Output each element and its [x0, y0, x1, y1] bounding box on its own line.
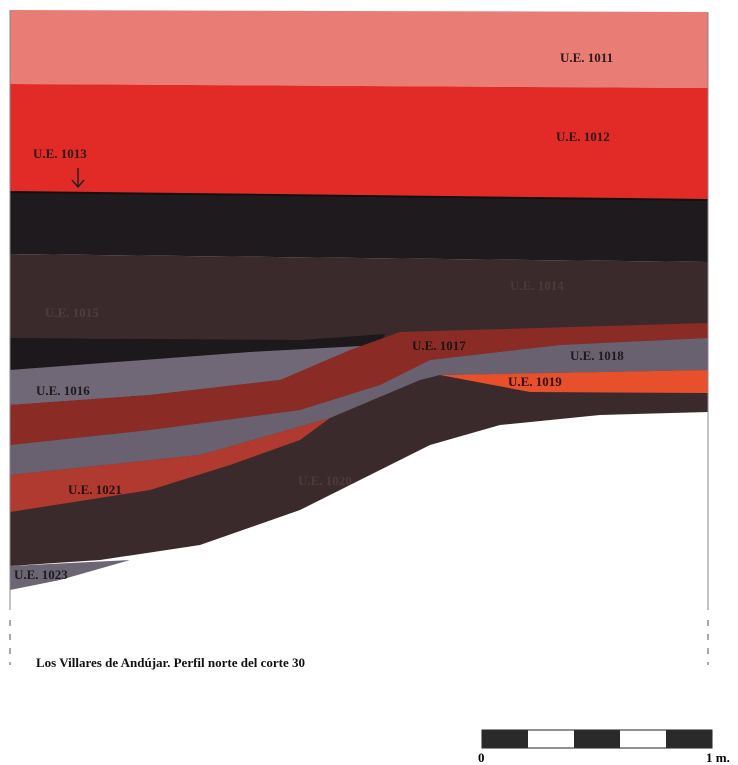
- scale-segment: [666, 730, 712, 748]
- layer-label: U.E. 1014: [510, 278, 564, 293]
- layer-1017: [10, 323, 708, 445]
- layer-1019: [440, 370, 708, 393]
- layer-label: U.E. 1012: [556, 129, 610, 144]
- caption: Los Villares de Andújar. Perfil norte de…: [36, 655, 305, 670]
- layer-label: U.E. 1017: [412, 338, 466, 353]
- scale-segment: [574, 730, 620, 748]
- layer-label: U.E. 1021: [68, 482, 122, 497]
- layer-1012: [10, 84, 708, 200]
- scale-label: 1 m.: [706, 750, 730, 765]
- layer-1014-black: [10, 192, 708, 262]
- layer-label: U.E. 1011: [560, 50, 613, 65]
- layer-label: U.E. 1013: [33, 146, 87, 161]
- layer-1015: [10, 334, 385, 370]
- scale-bar: 0 1 m.: [478, 729, 730, 765]
- layers: [9, 10, 709, 665]
- layer-label: U.E. 1020: [298, 473, 352, 488]
- scale-segment: [482, 730, 528, 748]
- labels: U.E. 1011 U.E. 1012 U.E. 1013 U.E. 1014 …: [14, 50, 624, 582]
- scale-label: 0: [478, 750, 485, 765]
- layer-1011: [10, 10, 708, 88]
- layer-label: U.E. 1015: [45, 305, 99, 320]
- layer-label: U.E. 1018: [570, 348, 624, 363]
- layer-1021: [10, 418, 330, 512]
- layer-label: U.E. 1016: [36, 383, 90, 398]
- layer-1016: [10, 345, 380, 405]
- arrow: [71, 168, 85, 189]
- layer-label: U.E. 1019: [508, 374, 562, 389]
- layer-1023: [10, 560, 130, 590]
- layer-1013-line: [9, 191, 709, 201]
- layer-1018: [10, 338, 708, 475]
- layer-label: U.E. 1023: [14, 567, 68, 582]
